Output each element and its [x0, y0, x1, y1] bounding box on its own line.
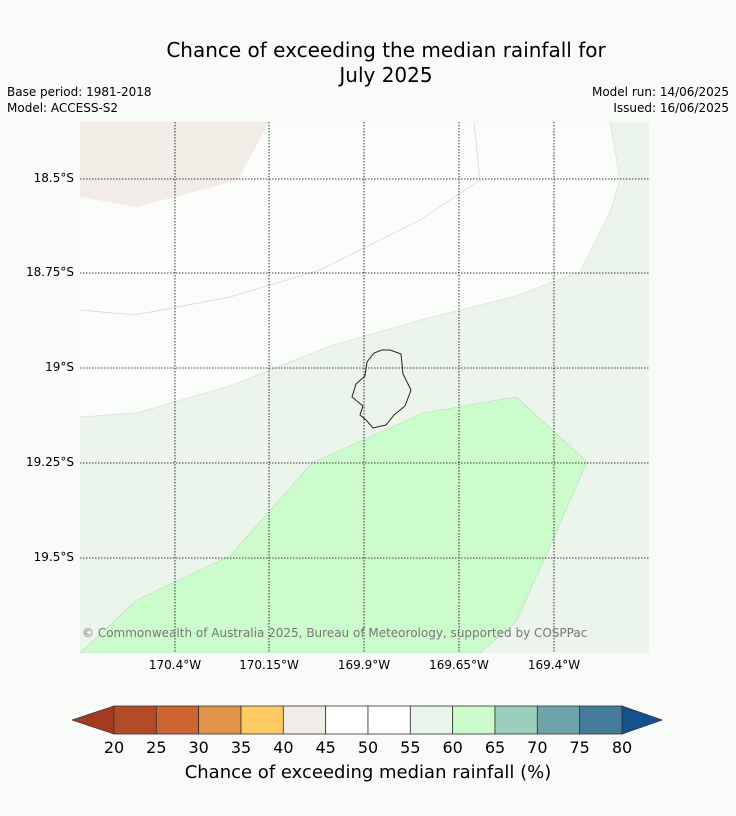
- colorbar-tick-label: 55: [400, 738, 421, 757]
- region-45-50: [80, 122, 269, 207]
- colorbar-tick-label: 75: [569, 738, 590, 757]
- colorbar-cell: [198, 705, 242, 735]
- colorbar-cell: [282, 705, 327, 735]
- lat-label-18-5s: 18.5°S: [33, 171, 74, 185]
- colorbar-tick-label: 60: [442, 738, 463, 757]
- colorbar-tick-label: 80: [611, 738, 633, 757]
- lat-label-19-25s: 19.25°S: [26, 455, 74, 469]
- lon-label-169-9w: 169.9°W: [337, 658, 391, 672]
- copyright-text: © Commonwealth of Australia 2025, Bureau…: [82, 626, 588, 640]
- colorbar-cell: [325, 705, 369, 735]
- lon-label-170-4w: 170.4°W: [148, 658, 202, 672]
- contour-line: [80, 122, 481, 316]
- title-line-2: July 2025: [339, 63, 433, 87]
- colorbar-tick-label: 25: [146, 738, 167, 757]
- colorbar-tick-label: 30: [188, 738, 209, 757]
- base-period-text: Base period: 1981-2018: [7, 85, 152, 99]
- lat-label-18-75s: 18.75°S: [26, 265, 74, 279]
- colorbar-tick-label: 20: [103, 738, 125, 757]
- colorbar-label: Chance of exceeding median rainfall (%): [184, 762, 552, 783]
- region-50-55: [80, 122, 620, 417]
- issued-text: Issued: 16/06/2025: [613, 101, 729, 115]
- colorbar-tick-label: 65: [484, 738, 506, 757]
- colorbar-cell: [494, 705, 538, 735]
- colorbar-cell: [579, 705, 623, 735]
- colorbar-tick-label: 70: [527, 738, 548, 757]
- map-svg: [80, 122, 649, 653]
- chart-title: Chance of exceeding the median rainfall …: [0, 38, 736, 88]
- colorbar-under-arrow: [72, 705, 115, 735]
- lon-label-170-15w: 170.15°W: [239, 658, 299, 672]
- colorbar-cell: [240, 705, 284, 735]
- model-text: Model: ACCESS-S2: [7, 101, 119, 115]
- lon-label-169-4w: 169.4°W: [527, 658, 581, 672]
- model-run-text: Model run: 14/06/2025: [591, 85, 729, 99]
- lat-label-19-5s: 19.5°S: [33, 550, 74, 564]
- colorbar-tick-label: 40: [273, 738, 294, 757]
- gridlines: [80, 122, 649, 653]
- map-panel: [80, 122, 649, 653]
- colorbar-tick-label: 35: [230, 738, 252, 757]
- region-60-65: [80, 396, 588, 653]
- meta-right: Model run: 14/06/2025 Issued: 16/06/2025: [592, 84, 729, 116]
- colorbar-over-arrow: [621, 705, 664, 735]
- lon-label-169-65w: 169.65°W: [429, 658, 489, 672]
- meta-left: Base period: 1981-2018 Model: ACCESS-S2: [7, 84, 152, 116]
- colorbar-cell: [452, 705, 496, 735]
- colorbar: [72, 705, 664, 735]
- title-line-1: Chance of exceeding the median rainfall …: [166, 38, 606, 62]
- colorbar-tick-label: 45: [315, 738, 336, 757]
- lat-label-19s: 19°S: [45, 360, 74, 374]
- colorbar-cell: [113, 705, 157, 735]
- colorbar-cell: [536, 705, 581, 735]
- island-outline: [351, 349, 412, 429]
- colorbar-cell: [155, 705, 200, 735]
- contour-line: [80, 122, 621, 418]
- colorbar-cell: [367, 705, 411, 735]
- colorbar-cell: [409, 705, 454, 735]
- colorbar-tick-label: 50: [357, 738, 379, 757]
- colorbar-cells: [113, 705, 623, 735]
